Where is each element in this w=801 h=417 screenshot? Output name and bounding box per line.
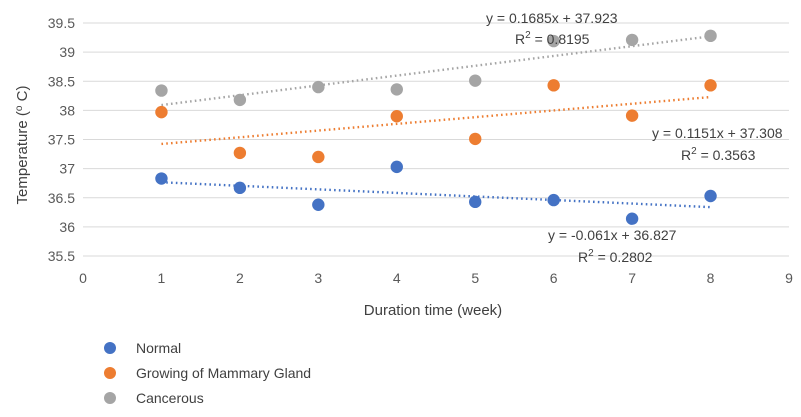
y-tick-label: 38: [59, 102, 75, 118]
x-tick-label: 5: [471, 270, 479, 286]
y-axis-title-part-1: Temperature (: [14, 111, 31, 204]
x-tick-label: 0: [79, 270, 87, 286]
equation-cancerous-r2-exp: 2: [525, 30, 531, 41]
equation-normal-r2-prefix: R: [578, 249, 588, 265]
point-cancerous: [625, 33, 639, 47]
point-cancerous: [469, 74, 482, 87]
equation-cancerous-r2-prefix: R: [515, 31, 525, 47]
x-tick-label: 2: [236, 270, 244, 286]
y-tick-label: 35.5: [48, 248, 75, 264]
equation-growing-formula: y = 0.1151x + 37.308: [652, 125, 783, 141]
y-tick-label: 39: [59, 44, 75, 60]
trendline-normal: [161, 181, 711, 209]
data-points: [155, 29, 717, 225]
equation-normal: y = -0.061x + 36.827 R2 = 0.2802: [548, 227, 677, 265]
x-tick-label: 7: [628, 270, 636, 286]
y-tick-label: 37: [59, 161, 75, 177]
point-normal: [390, 160, 403, 174]
legend-marker-cancerous: [104, 392, 116, 404]
x-tick-label: 4: [393, 270, 401, 286]
point-growing: [390, 110, 403, 123]
point-normal: [625, 212, 639, 225]
point-growing: [547, 79, 560, 92]
point-cancerous: [312, 80, 325, 94]
point-cancerous: [390, 83, 403, 96]
equation-normal-r2-value: = 0.2802: [594, 249, 653, 265]
point-normal: [155, 172, 168, 185]
point-cancerous: [704, 29, 717, 43]
point-growing: [233, 146, 247, 160]
point-growing: [469, 132, 482, 146]
legend-item-normal: Normal: [104, 340, 181, 356]
y-tick-label: 37.5: [48, 132, 75, 148]
equation-growing-r2-exp: 2: [691, 146, 697, 157]
legend-marker-growing: [104, 367, 116, 379]
legend-label-normal: Normal: [136, 340, 181, 356]
point-normal: [233, 181, 247, 195]
y-axis-title-superscript: o: [14, 105, 25, 111]
equation-cancerous-r2: R2 = 0.8195: [515, 30, 590, 47]
equation-cancerous: y = 0.1685x + 37.923 R2 = 0.8195: [486, 10, 618, 47]
point-cancerous: [155, 84, 168, 97]
x-tick-label: 9: [785, 270, 793, 286]
point-normal: [547, 193, 560, 207]
point-growing: [704, 79, 717, 92]
point-growing: [155, 105, 168, 119]
legend: Normal Growing of Mammary Gland Cancerou…: [104, 340, 311, 406]
trendline-growing: [161, 95, 711, 146]
y-axis-ticks: 35.5 36 36.5 37 37.5 38 38.5 39 39.5: [48, 15, 75, 264]
equation-normal-formula: y = -0.061x + 36.827: [548, 227, 677, 243]
x-tick-label: 6: [550, 270, 558, 286]
legend-label-cancerous: Cancerous: [136, 390, 204, 406]
y-axis-title-part-2: C): [14, 86, 31, 106]
equation-cancerous-formula: y = 0.1685x + 37.923: [486, 10, 618, 26]
x-tick-label: 8: [707, 270, 715, 286]
x-axis-ticks: 0 1 2 3 4 5 6 7 8 9: [79, 270, 793, 286]
x-tick-label: 3: [314, 270, 322, 286]
x-tick-label: 1: [158, 270, 166, 286]
equation-growing-r2: R2 = 0.3563: [681, 146, 756, 163]
x-axis-title: Duration time (week): [364, 302, 502, 319]
legend-label-growing: Growing of Mammary Gland: [136, 365, 311, 381]
equation-growing-r2-value: = 0.3563: [697, 147, 756, 163]
y-tick-label: 36: [59, 219, 75, 235]
equation-growing: y = 0.1151x + 37.308 R2 = 0.3563: [652, 125, 783, 163]
legend-marker-normal: [104, 342, 116, 354]
legend-item-cancerous: Cancerous: [104, 390, 204, 406]
point-cancerous: [233, 93, 247, 107]
y-tick-label: 36.5: [48, 190, 75, 206]
point-normal: [704, 189, 717, 203]
y-tick-label: 38.5: [48, 73, 75, 89]
y-axis-title: Temperature (o C): [14, 86, 31, 205]
equation-growing-r2-prefix: R: [681, 147, 691, 163]
legend-item-growing: Growing of Mammary Gland: [104, 365, 311, 381]
equation-cancerous-r2-value: = 0.8195: [531, 31, 590, 47]
equation-normal-r2: R2 = 0.2802: [578, 248, 653, 265]
trendline-cancerous: [161, 35, 711, 107]
trendlines: [161, 35, 711, 209]
y-tick-label: 39.5: [48, 15, 75, 31]
equation-normal-r2-exp: 2: [588, 248, 594, 259]
point-growing: [312, 150, 325, 164]
point-normal: [312, 198, 325, 211]
point-cancerous: [547, 34, 560, 48]
point-growing: [625, 109, 639, 122]
point-normal: [469, 195, 482, 209]
